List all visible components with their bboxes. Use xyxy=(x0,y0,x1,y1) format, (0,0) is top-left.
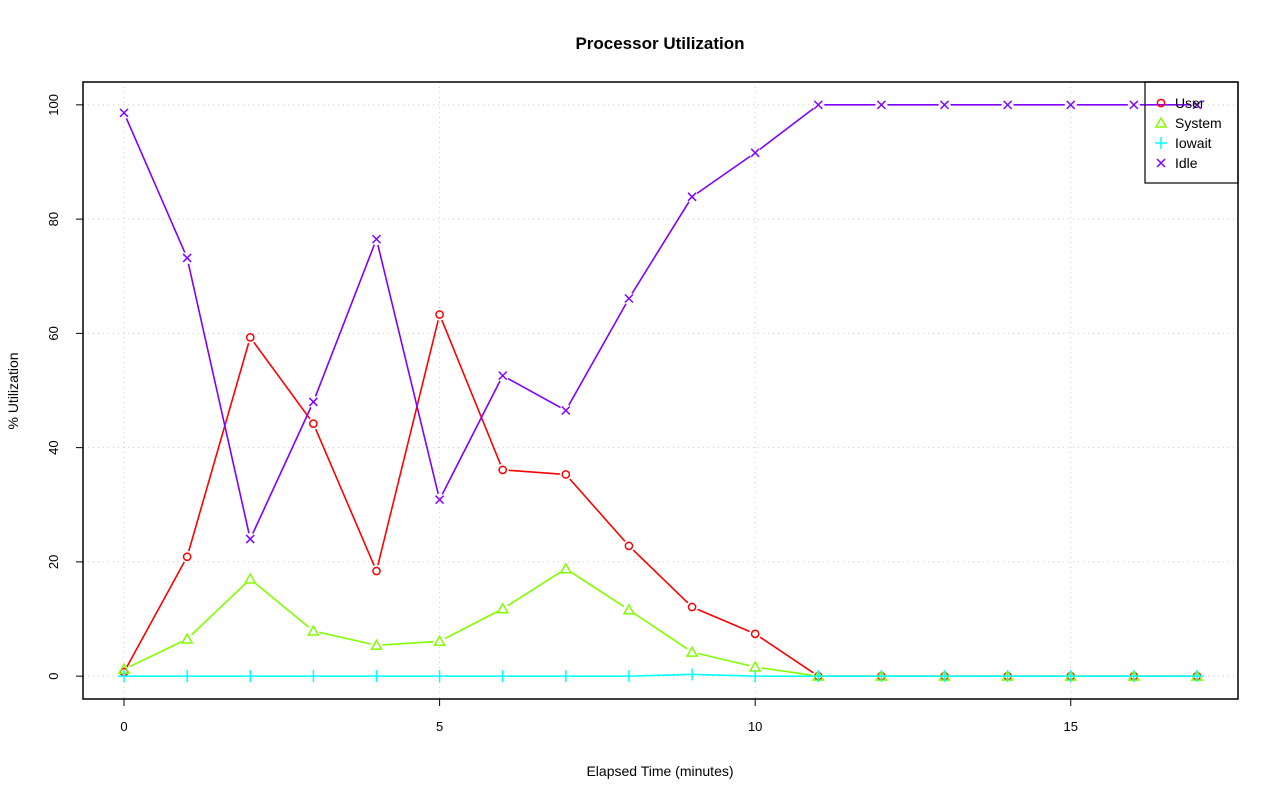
idle-legend-icon xyxy=(1156,158,1166,168)
idle-point xyxy=(245,534,255,544)
legend-label-idle: Idle xyxy=(1175,155,1198,171)
y-axis-label: % Utilization xyxy=(5,352,21,429)
system-point xyxy=(180,632,194,644)
idle-point xyxy=(687,192,697,202)
user-point xyxy=(624,541,634,551)
y-tick-label: 40 xyxy=(46,440,61,454)
x-tick-label: 5 xyxy=(436,719,443,734)
idle-point xyxy=(119,108,129,118)
iowait-legend-icon xyxy=(1155,137,1167,149)
iowait-point xyxy=(686,668,699,681)
user-point xyxy=(182,552,192,562)
x-tick-label: 15 xyxy=(1064,719,1078,734)
idle-point xyxy=(435,495,445,505)
iowait-point xyxy=(1064,670,1077,683)
y-tick-label: 80 xyxy=(46,212,61,226)
system-point xyxy=(748,660,762,672)
idle-point xyxy=(876,100,886,110)
iowait-point xyxy=(244,670,257,683)
x-tick-label: 10 xyxy=(748,719,762,734)
y-tick-label: 100 xyxy=(46,94,61,116)
system-point xyxy=(685,645,699,657)
system-point xyxy=(496,602,509,614)
x-tick-label: 0 xyxy=(120,719,127,734)
idle-point xyxy=(498,371,508,381)
y-tick-label: 60 xyxy=(46,326,61,340)
series-user xyxy=(119,310,1202,681)
idle-point xyxy=(939,100,950,110)
iowait-point xyxy=(1001,670,1014,683)
iowait-point xyxy=(118,670,131,683)
iowait-point xyxy=(433,670,446,683)
iowait-point xyxy=(938,670,951,683)
system-point xyxy=(243,572,257,584)
system-point xyxy=(433,634,446,647)
user-point xyxy=(498,465,508,475)
idle-point xyxy=(624,293,634,304)
x-axis-label: Elapsed Time (minutes) xyxy=(586,763,733,779)
iowait-point xyxy=(622,670,635,683)
idle-point xyxy=(1003,100,1013,110)
idle-point xyxy=(1066,100,1076,110)
plot-frame xyxy=(82,81,1239,700)
idle-line xyxy=(125,104,1191,534)
user-point xyxy=(750,629,760,639)
series-system xyxy=(117,562,1204,681)
series-iowait xyxy=(118,668,1203,683)
user-point xyxy=(372,566,381,576)
system-point xyxy=(307,624,320,636)
legend-label-user: User xyxy=(1175,95,1205,111)
iowait-point xyxy=(370,670,383,683)
legend-label-system: System xyxy=(1175,115,1222,131)
system-point xyxy=(622,603,636,615)
user-point xyxy=(561,470,571,479)
iowait-point xyxy=(812,670,825,683)
user-legend-icon xyxy=(1156,98,1166,108)
iowait-point xyxy=(307,670,320,683)
iowait-point xyxy=(559,670,572,683)
legend: User System Iowait Idle xyxy=(1144,81,1239,184)
iowait-point xyxy=(496,670,509,683)
system-point xyxy=(370,638,383,651)
y-tick-label: 20 xyxy=(46,555,61,569)
user-point xyxy=(687,602,697,612)
user-point xyxy=(245,333,255,342)
idle-point xyxy=(308,397,318,407)
legend-label-iowait: Iowait xyxy=(1175,135,1212,151)
user-point xyxy=(435,310,444,319)
idle-point xyxy=(813,100,823,110)
system-legend-icon xyxy=(1154,116,1168,128)
series-idle xyxy=(119,100,1202,544)
user-line xyxy=(126,319,1191,677)
legend-box xyxy=(1144,81,1239,184)
y-tick-label: 0 xyxy=(46,673,61,680)
idle-point xyxy=(1192,100,1202,110)
iowait-point xyxy=(181,670,194,683)
chart-title: Processor Utilization xyxy=(575,34,744,53)
idle-point xyxy=(1129,100,1139,110)
idle-point xyxy=(371,234,382,244)
iowait-point xyxy=(875,670,888,683)
idle-point xyxy=(561,405,571,416)
iowait-line xyxy=(130,673,1191,677)
iowait-point xyxy=(1190,670,1203,683)
system-line xyxy=(129,571,1191,677)
idle-point xyxy=(750,148,760,158)
iowait-point xyxy=(749,670,762,683)
idle-point xyxy=(182,253,192,263)
iowait-point xyxy=(1127,670,1140,683)
system-point xyxy=(559,562,573,574)
user-point xyxy=(309,419,318,428)
